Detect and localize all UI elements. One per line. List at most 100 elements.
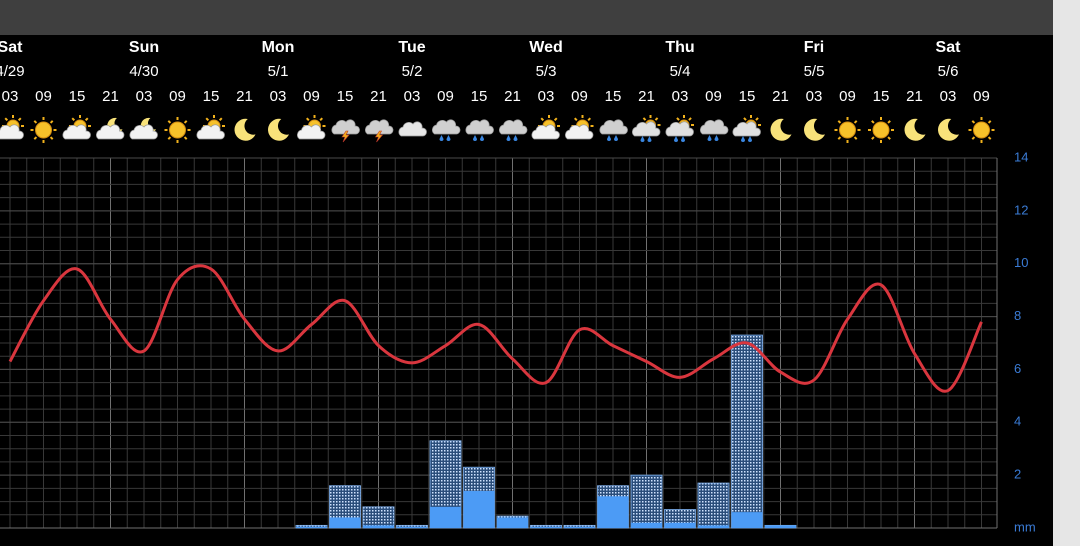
sun-ray	[971, 120, 976, 124]
sun-ray	[306, 117, 310, 122]
sun-ray	[853, 136, 858, 140]
bolt	[341, 130, 350, 143]
sun-ray	[688, 117, 692, 121]
day-label: Wed	[529, 39, 562, 56]
raindrop	[681, 136, 685, 142]
date-label: 5/5	[804, 63, 825, 80]
hour-label: 15	[739, 88, 756, 105]
sun	[973, 121, 990, 139]
sun-ray	[71, 117, 76, 122]
raindrop	[607, 135, 611, 141]
precip-bar	[597, 496, 629, 528]
hour-label: 09	[303, 88, 320, 105]
sun-ray	[183, 136, 188, 140]
raindrop	[614, 135, 618, 141]
precip-bar	[497, 517, 528, 528]
raindrop	[439, 135, 444, 141]
weather-icon	[770, 118, 792, 141]
hour-label: 15	[605, 88, 622, 105]
weather-icon	[331, 119, 360, 143]
day-label: Sat	[0, 39, 23, 56]
precip-bar	[363, 525, 394, 528]
raindrop	[674, 136, 678, 142]
hour-label: 09	[35, 88, 52, 105]
day-label: Thu	[665, 39, 694, 56]
hour-label: 21	[638, 88, 655, 105]
hour-label: 15	[873, 88, 890, 105]
weather-icon	[834, 117, 861, 143]
sun-ray	[887, 136, 891, 140]
y-axis-label: mm	[1014, 519, 1036, 534]
precip-bar	[765, 525, 796, 528]
sun-ray	[987, 120, 992, 124]
sun-ray	[319, 117, 323, 122]
sun-ray	[755, 117, 759, 121]
precip-max-bar	[731, 334, 763, 529]
cloud	[0, 124, 24, 140]
hour-label: 15	[203, 88, 220, 105]
sun-ray	[205, 117, 210, 122]
weather-icon	[297, 115, 326, 140]
y-tick-label: 6	[1014, 361, 1021, 376]
hour-label: 03	[270, 88, 287, 105]
sun-ray	[84, 117, 89, 122]
moon	[234, 118, 256, 141]
precip-bar	[530, 526, 562, 528]
precip-bar	[396, 526, 428, 528]
weather-icon	[632, 115, 661, 142]
hour-label: 21	[236, 88, 253, 105]
y-tick-label: 10	[1014, 255, 1028, 270]
sun	[839, 121, 856, 139]
weather-icon	[732, 115, 761, 142]
weather-icon	[398, 121, 427, 137]
weather-icon	[665, 115, 694, 142]
raindrop	[513, 135, 518, 141]
raindrop	[640, 136, 645, 142]
weather-icon	[96, 117, 125, 140]
sun-ray	[574, 117, 578, 122]
sun-ray	[167, 120, 172, 124]
raindrop	[647, 136, 652, 142]
hour-label: 21	[906, 88, 923, 105]
bolt	[374, 130, 384, 143]
weather-icon	[968, 117, 995, 143]
cloud	[365, 119, 394, 135]
moon	[770, 118, 792, 141]
day-label: Sat	[936, 39, 962, 56]
cloud	[432, 119, 461, 135]
cloud	[531, 124, 560, 140]
sun-ray	[971, 136, 976, 140]
weather-icon	[62, 115, 91, 140]
weather-icon	[904, 118, 926, 141]
precip-bar	[430, 506, 461, 528]
hour-label: 09	[571, 88, 588, 105]
hour-label: 09	[169, 88, 186, 105]
weather-icon	[129, 117, 158, 140]
sun-ray	[987, 136, 992, 140]
sun-ray	[853, 120, 858, 124]
sun-ray	[654, 117, 659, 121]
y-tick-label: 14	[1014, 149, 1028, 164]
cloud	[632, 121, 661, 137]
sun-ray	[743, 117, 747, 121]
hour-label: 15	[471, 88, 488, 105]
hour-label: 21	[772, 88, 789, 105]
sun	[169, 121, 186, 139]
precip-bar	[664, 522, 696, 528]
raindrop	[480, 135, 484, 141]
cloud	[96, 124, 125, 140]
hour-label: 09	[839, 88, 856, 105]
hour-label: 03	[940, 88, 957, 105]
cloud	[331, 119, 360, 135]
sun-ray	[553, 117, 558, 122]
y-tick-label: 2	[1014, 467, 1021, 482]
cloud	[732, 121, 761, 137]
weather-icon	[804, 118, 825, 141]
weather-icon	[164, 117, 191, 143]
date-label: 5/3	[536, 63, 557, 80]
hour-label: 15	[337, 88, 354, 105]
hour-label: 09	[973, 88, 990, 105]
sun-ray	[167, 136, 172, 140]
y-tick-label: 8	[1014, 308, 1021, 323]
